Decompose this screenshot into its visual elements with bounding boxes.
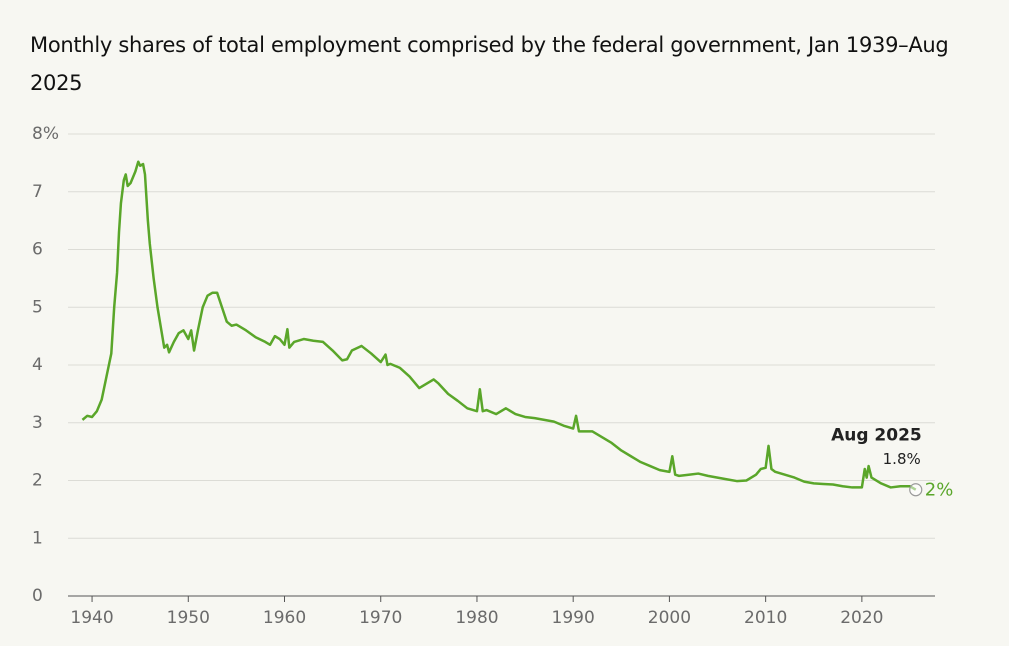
y-tick-label: 3	[32, 413, 43, 433]
end-marker	[909, 483, 923, 497]
x-tick-label: 1940	[70, 608, 113, 628]
x-tick-label: 1980	[455, 608, 498, 628]
x-tick-label: 1990	[552, 608, 595, 628]
y-tick-label: 7	[32, 182, 43, 202]
y-tick-label: 2	[32, 471, 43, 491]
end-label: 2%	[925, 480, 954, 501]
y-tick-label: 1	[32, 528, 43, 548]
y-tick-label: 4	[32, 355, 43, 375]
x-tick-label: 2010	[744, 608, 787, 628]
y-tick-label: 0	[32, 586, 43, 606]
y-tick-label: 8%	[32, 124, 59, 144]
chart-title: Monthly shares of total employment compr…	[30, 33, 949, 95]
y-tick-label: 6	[32, 240, 43, 260]
x-tick-label: 1960	[263, 608, 306, 628]
x-tick-label: 2020	[840, 608, 883, 628]
annotation-title: Aug 2025	[831, 426, 922, 446]
x-tick-label: 1970	[359, 608, 402, 628]
y-tick-label: 5	[32, 297, 43, 317]
annotation-value: 1.8%	[883, 450, 921, 468]
x-tick-label: 1950	[167, 608, 210, 628]
x-tick-label: 2000	[648, 608, 691, 628]
series-line	[81, 160, 917, 491]
